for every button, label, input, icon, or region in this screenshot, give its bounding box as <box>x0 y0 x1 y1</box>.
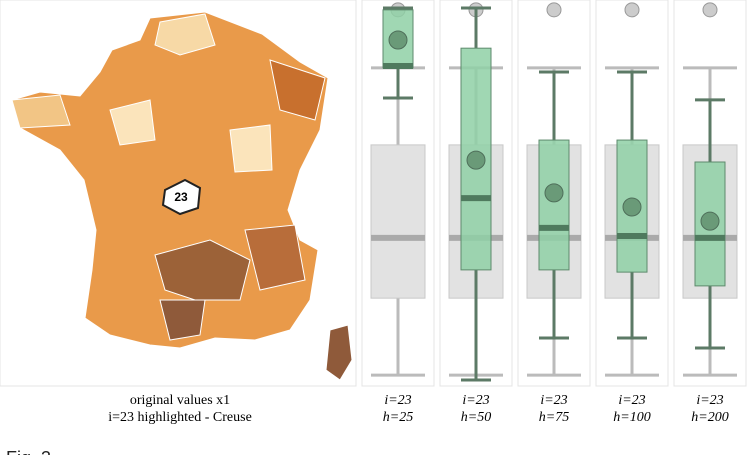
mean <box>622 197 642 217</box>
outlier <box>546 2 562 18</box>
panel-label: i=23 <box>540 393 567 408</box>
figure-caption: Fig. 3. <box>6 448 56 455</box>
mean <box>466 150 486 170</box>
box <box>538 139 570 271</box>
mean <box>388 30 408 50</box>
panel-label: h=75 <box>539 410 569 425</box>
mean <box>700 211 720 231</box>
panel-label: i=23 <box>462 393 489 408</box>
panel-label: h=50 <box>461 410 491 425</box>
panel-label: i=23 <box>696 393 723 408</box>
panel-label: i=23 <box>384 393 411 408</box>
box <box>370 144 426 299</box>
mean <box>544 183 564 203</box>
france-map <box>11 11 353 381</box>
panel-label: h=200 <box>691 410 728 425</box>
map-caption: i=23 highlighted - Creuse <box>108 410 252 425</box>
outlier <box>624 2 640 18</box>
map-caption: original values x1 <box>130 393 230 408</box>
panel-label: h=25 <box>383 410 413 425</box>
panel-label: h=100 <box>613 410 650 425</box>
panel-label: i=23 <box>618 393 645 408</box>
outlier <box>702 2 718 18</box>
map-marker: 23 <box>174 190 188 204</box>
